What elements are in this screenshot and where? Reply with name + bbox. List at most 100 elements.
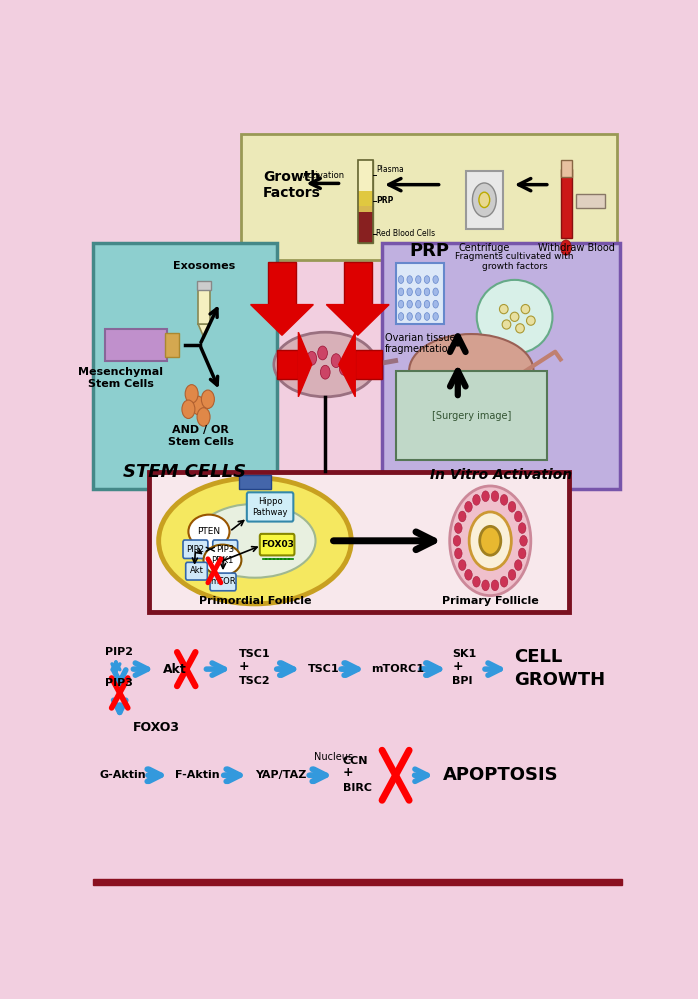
Ellipse shape: [194, 503, 315, 577]
Text: GROWTH: GROWTH: [514, 671, 606, 689]
Text: [Surgery image]: [Surgery image]: [431, 411, 511, 421]
FancyBboxPatch shape: [247, 493, 293, 521]
Bar: [105, 329, 167, 361]
Text: +: +: [452, 659, 463, 672]
Circle shape: [473, 576, 480, 587]
Bar: [576, 194, 605, 208]
Text: Hippo
Pathway: Hippo Pathway: [253, 498, 288, 516]
Ellipse shape: [204, 544, 242, 575]
Bar: [239, 476, 272, 489]
Circle shape: [491, 580, 499, 590]
Bar: [358, 160, 373, 243]
Text: PRP: PRP: [410, 242, 450, 260]
Circle shape: [424, 301, 430, 308]
Circle shape: [339, 362, 349, 376]
Text: Nucleus: Nucleus: [314, 752, 353, 762]
Bar: [358, 206, 373, 212]
Circle shape: [459, 559, 466, 570]
Text: SK1: SK1: [452, 648, 477, 658]
Ellipse shape: [274, 333, 377, 397]
Circle shape: [424, 313, 430, 321]
Text: F-Aktin: F-Aktin: [175, 770, 220, 780]
Text: FOX03: FOX03: [260, 540, 294, 549]
Ellipse shape: [516, 324, 524, 333]
Text: Akt: Akt: [163, 662, 187, 675]
Ellipse shape: [521, 305, 530, 314]
Circle shape: [318, 346, 327, 360]
Circle shape: [399, 313, 403, 321]
Circle shape: [433, 313, 438, 321]
Circle shape: [197, 408, 210, 427]
Circle shape: [407, 301, 413, 308]
Circle shape: [508, 569, 516, 580]
Bar: [276, 350, 298, 379]
Ellipse shape: [188, 514, 230, 548]
Polygon shape: [339, 333, 355, 397]
Ellipse shape: [409, 334, 533, 408]
Circle shape: [482, 580, 489, 590]
Text: CELL: CELL: [514, 647, 563, 665]
Bar: [560, 160, 572, 177]
Text: Plasma: Plasma: [376, 166, 404, 175]
Text: Akt: Akt: [190, 566, 203, 575]
Polygon shape: [198, 325, 210, 338]
Bar: [358, 160, 373, 243]
Polygon shape: [298, 333, 312, 397]
Bar: [197, 281, 211, 291]
Text: Fragments cultivated with
growth factors: Fragments cultivated with growth factors: [455, 252, 574, 271]
Text: TSC1: TSC1: [308, 664, 340, 674]
Text: +: +: [239, 659, 249, 672]
Ellipse shape: [469, 511, 512, 569]
Text: mTORC1: mTORC1: [371, 664, 424, 674]
Text: Exosomes: Exosomes: [173, 262, 235, 272]
Text: CCN: CCN: [343, 756, 368, 766]
Circle shape: [407, 313, 413, 321]
Text: PIP3: PIP3: [105, 678, 133, 688]
Circle shape: [415, 301, 421, 308]
Bar: [198, 288, 210, 325]
Circle shape: [332, 354, 341, 368]
Circle shape: [399, 288, 403, 296]
Text: Growth
Factors: Growth Factors: [263, 170, 321, 200]
Text: Withdraw Blood: Withdraw Blood: [538, 243, 615, 253]
Circle shape: [415, 288, 421, 296]
Circle shape: [399, 301, 403, 308]
Text: Activation: Activation: [302, 172, 345, 181]
Circle shape: [182, 400, 195, 419]
Bar: [382, 243, 620, 490]
Circle shape: [482, 491, 489, 501]
Text: TSC1: TSC1: [239, 648, 270, 658]
Text: STEM CELLS: STEM CELLS: [123, 464, 246, 482]
Circle shape: [424, 276, 430, 284]
Ellipse shape: [502, 320, 511, 329]
Circle shape: [407, 288, 413, 296]
Circle shape: [479, 192, 490, 208]
Bar: [93, 243, 276, 490]
Text: PIP2: PIP2: [186, 544, 205, 553]
Circle shape: [407, 276, 413, 284]
Ellipse shape: [510, 312, 519, 322]
Text: Primordial Follicle: Primordial Follicle: [199, 595, 311, 605]
Text: Red Blood Cells: Red Blood Cells: [376, 229, 436, 238]
Circle shape: [465, 569, 473, 580]
Bar: [343, 262, 372, 305]
Bar: [93, 879, 622, 885]
Bar: [358, 212, 373, 243]
Circle shape: [415, 276, 421, 284]
Ellipse shape: [477, 280, 553, 354]
Circle shape: [202, 390, 214, 409]
Text: Centrifuge: Centrifuge: [459, 243, 510, 253]
Circle shape: [454, 548, 462, 558]
Circle shape: [491, 491, 499, 501]
FancyBboxPatch shape: [213, 540, 237, 558]
Ellipse shape: [480, 526, 500, 555]
Text: AND / OR
Stem Cells: AND / OR Stem Cells: [168, 426, 234, 447]
Text: PIP3: PIP3: [216, 544, 235, 553]
Bar: [268, 262, 296, 305]
Text: YAP/TAZ: YAP/TAZ: [255, 770, 306, 780]
Circle shape: [433, 301, 438, 308]
Text: BIRC: BIRC: [343, 782, 371, 792]
Circle shape: [433, 288, 438, 296]
Circle shape: [500, 576, 508, 587]
Bar: [560, 169, 572, 239]
